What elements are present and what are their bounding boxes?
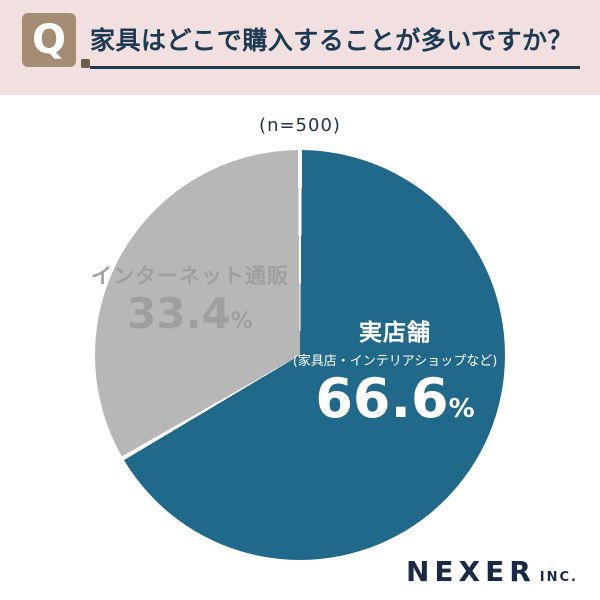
question-mark-icon: Q — [22, 13, 76, 67]
sample-size-label: (n=500) — [259, 115, 341, 136]
slice-value-unit: % — [230, 309, 253, 334]
slice-value-unit: % — [448, 394, 475, 424]
slice-label-group-store: 実店舗 (家具店・インテリアショップなど) 66.6% — [245, 313, 545, 428]
slice-value-number: 66.6 — [315, 367, 449, 430]
nexer-logo: NEXER INC. — [406, 555, 578, 588]
slice-value-store: 66.6% — [245, 369, 545, 428]
q-period-dot-icon — [81, 59, 90, 68]
slice-value-online: 33.4% — [40, 289, 340, 338]
header: Q 家具はどこで購入することが多いですか？ — [0, 0, 600, 95]
slice-label-online: インターネット通販 — [91, 264, 289, 288]
page-title: 家具はどこで購入することが多いですか？ — [90, 26, 574, 55]
pie-chart — [95, 150, 505, 560]
slice-label-store: 実店舗 — [359, 320, 431, 346]
pie-chart-wrapper: インターネット通販 33.4% 実店舗 (家具店・インテリアショップなど) 66… — [91, 150, 505, 560]
brand-suffix: INC. — [539, 570, 578, 585]
slice-label-group-online: インターネット通販 33.4% — [40, 260, 340, 338]
chart-area: (n=500) インターネット通販 33.4% 実店舗 (家具店・インテリアショ… — [0, 95, 600, 600]
title-underline — [90, 66, 580, 69]
slice-sublabel-store: (家具店・インテリアショップなど) — [292, 354, 498, 369]
brand-name: NEXER — [405, 555, 536, 588]
q-letter: Q — [31, 17, 66, 63]
slice-value-number: 33.4 — [127, 289, 231, 338]
